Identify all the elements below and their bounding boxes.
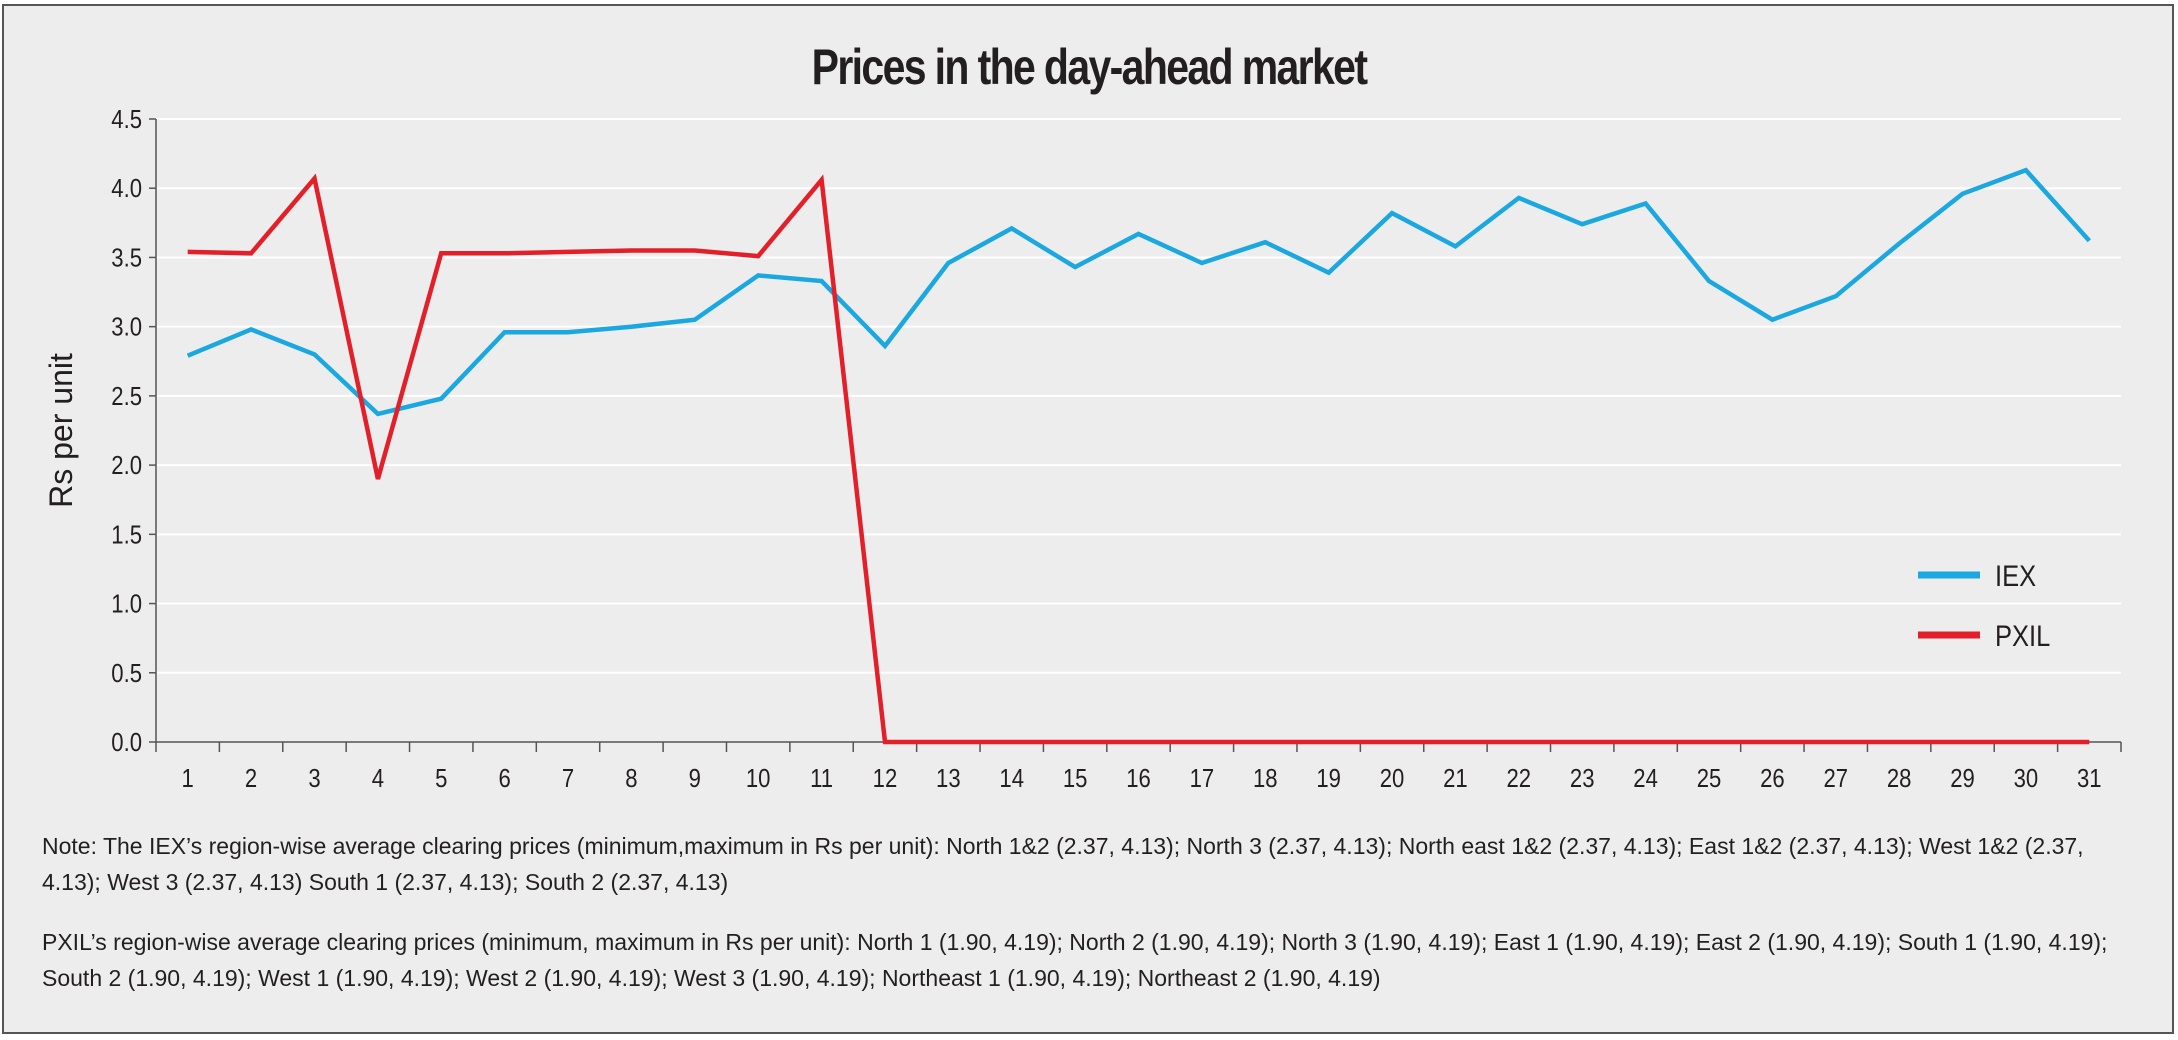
x-tick-label: 5 xyxy=(435,764,447,793)
y-tick-label: 4.5 xyxy=(111,105,142,134)
x-tick-label: 13 xyxy=(936,764,961,793)
x-tick-label: 18 xyxy=(1253,764,1278,793)
x-tick-label: 1 xyxy=(182,764,194,793)
y-tick-label: 2.0 xyxy=(111,451,142,480)
x-tick-label: 14 xyxy=(999,764,1024,793)
x-tick-label: 30 xyxy=(2014,764,2039,793)
x-tick-label: 15 xyxy=(1063,764,1088,793)
x-tick-label: 8 xyxy=(625,764,637,793)
series-line-pxil xyxy=(187,173,2090,745)
y-tick-label: 1.0 xyxy=(111,590,142,619)
x-tick-label: 16 xyxy=(1126,764,1151,793)
x-tick-label: 11 xyxy=(810,764,833,793)
x-tick-label: 21 xyxy=(1443,764,1468,793)
x-tick-label: 23 xyxy=(1570,764,1595,793)
x-tick-label: 19 xyxy=(1316,764,1341,793)
x-tick-label: 6 xyxy=(498,764,510,793)
y-tick-label: 3.5 xyxy=(111,244,142,273)
y-tick-label: 4.0 xyxy=(111,175,142,204)
iex-note: Note: The IEX’s region-wise average clea… xyxy=(42,833,2084,895)
y-tick-label: 2.5 xyxy=(111,382,142,411)
x-tick-label: 12 xyxy=(873,764,898,793)
chart-title: Prices in the day-ahead market xyxy=(811,39,1368,95)
y-axis-label: Rs per unit xyxy=(43,353,79,508)
y-tick-label: 3.0 xyxy=(111,313,142,342)
x-tick-label: 29 xyxy=(1950,764,1975,793)
x-tick-label: 28 xyxy=(1887,764,1912,793)
x-tick-label: 9 xyxy=(689,764,701,793)
chart-frame xyxy=(2,4,2174,1034)
x-tick-label: 4 xyxy=(372,764,384,793)
x-tick-label: 27 xyxy=(1823,764,1848,793)
x-tick-label: 31 xyxy=(2077,764,2102,793)
x-tick-label: 20 xyxy=(1380,764,1405,793)
legend-label-iex: IEX xyxy=(1995,559,2036,592)
x-tick-label: 7 xyxy=(562,764,574,793)
x-tick-label: 10 xyxy=(746,764,771,793)
x-tick-label: 26 xyxy=(1760,764,1785,793)
x-tick-label: 2 xyxy=(245,764,257,793)
series-line-iex xyxy=(186,167,2091,417)
legend-label-pxil: PXIL xyxy=(1995,619,2050,652)
y-tick-label: 0.5 xyxy=(111,659,142,688)
x-tick-label: 3 xyxy=(308,764,320,793)
x-tick-label: 22 xyxy=(1507,764,1532,793)
x-tick-label: 25 xyxy=(1697,764,1722,793)
y-tick-label: 1.5 xyxy=(111,521,142,550)
x-tick-label: 17 xyxy=(1190,764,1215,793)
pxil-note: PXIL’s region-wise average clearing pric… xyxy=(42,929,2108,991)
x-tick-label: 24 xyxy=(1633,764,1658,793)
y-tick-label: 0.0 xyxy=(111,728,142,757)
